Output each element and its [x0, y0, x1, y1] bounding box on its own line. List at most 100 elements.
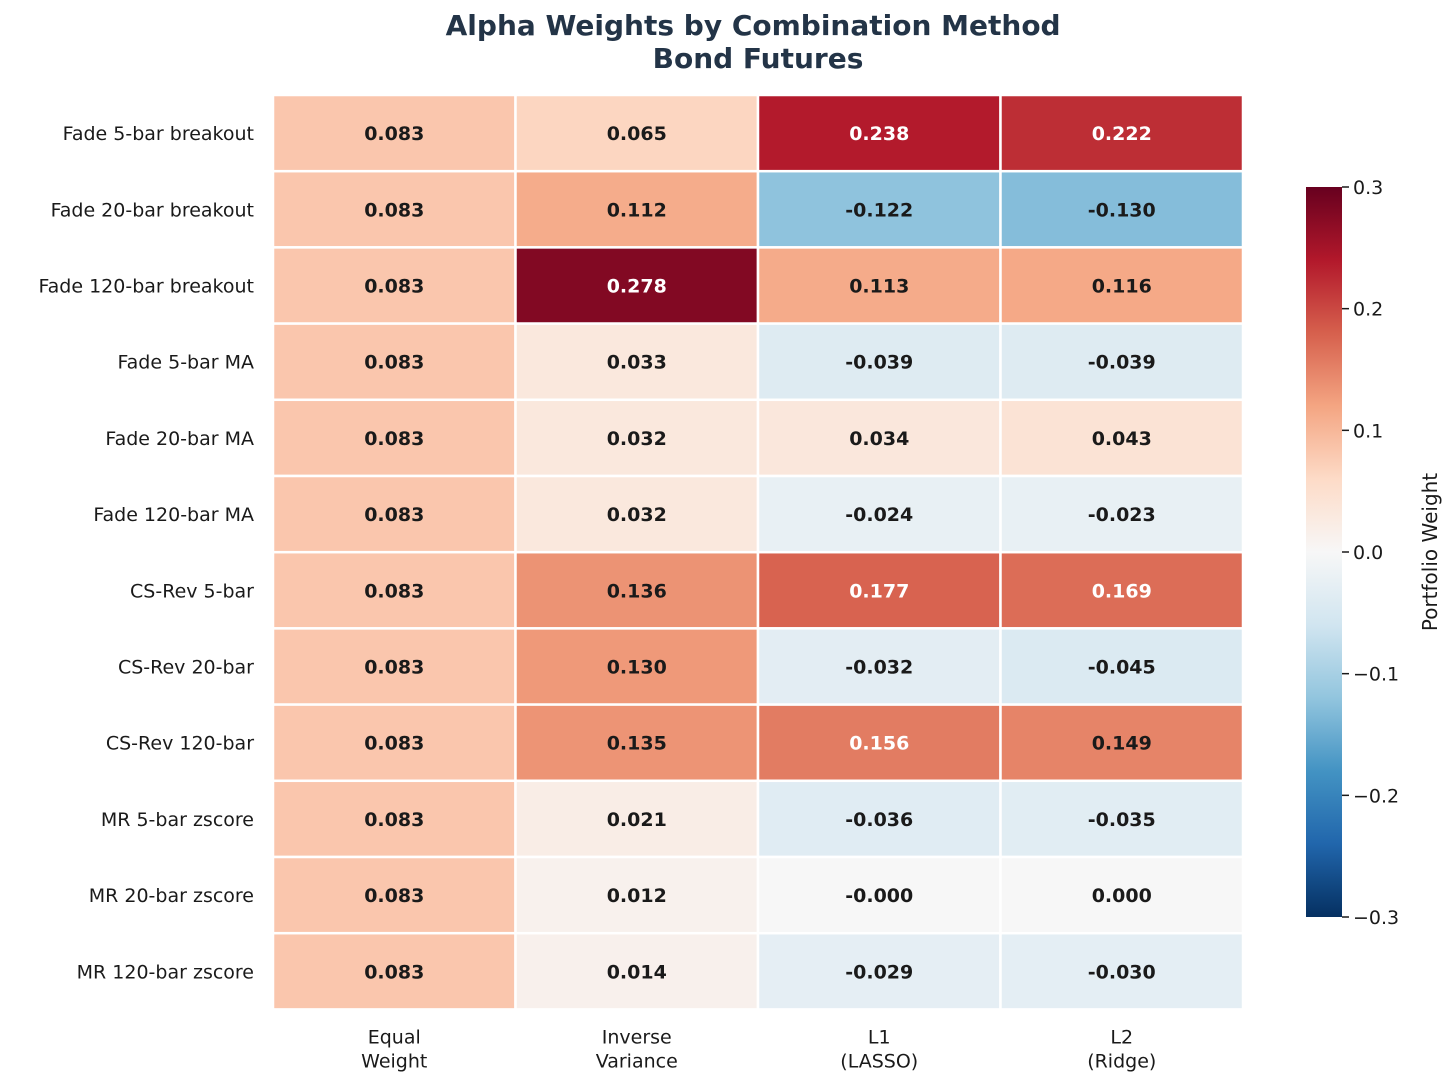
heatmap-cell	[514, 855, 760, 935]
heatmap-cell	[999, 931, 1245, 1011]
heatmap-cell	[756, 931, 1002, 1011]
cell-value-label: -0.036	[845, 809, 913, 831]
cell-value-label: -0.039	[1088, 352, 1156, 374]
cell-value-label: 0.083	[364, 580, 424, 602]
cell-value-label: 0.169	[1092, 580, 1152, 602]
cell-value-label: 0.130	[607, 657, 667, 679]
heatmap-cell	[999, 779, 1245, 859]
cell-value-label: -0.023	[1088, 504, 1156, 526]
cell-value-label: -0.122	[845, 199, 913, 221]
heatmap-cell	[271, 93, 517, 173]
cell-value-label: 0.135	[607, 733, 667, 755]
cell-value-label: 0.083	[364, 961, 424, 983]
cell-value-label: 0.278	[607, 276, 667, 298]
colorbar-tick-label: 0.3	[1353, 177, 1383, 199]
cell-value-label: 0.112	[607, 199, 667, 221]
cell-value-label: 0.083	[364, 428, 424, 450]
colorbar-tick-label: −0.2	[1353, 785, 1399, 807]
heatmap-cell	[756, 627, 1002, 706]
cell-value-label: 0.083	[364, 733, 424, 755]
chart-title-line-1: Alpha Weights by Combination Method	[446, 9, 1061, 42]
row-label: CS-Rev 5-bar	[130, 580, 254, 602]
cell-value-label: 0.065	[607, 123, 667, 145]
heatmap-cell	[756, 474, 1002, 554]
cell-value-label: -0.130	[1088, 199, 1156, 221]
colorbar-tick-label: 0.0	[1353, 542, 1383, 564]
colorbar-tick-label: 0.2	[1353, 299, 1383, 321]
row-labels: Fade 5-bar breakout Fade 20-bar breakout F…	[38, 123, 254, 983]
cell-value-label: 0.156	[849, 733, 909, 755]
heatmap-cell	[514, 931, 760, 1011]
cell-value-label: -0.035	[1088, 809, 1156, 831]
heatmap-cell	[514, 93, 760, 173]
heatmap-cell	[999, 322, 1245, 402]
cell-value-label: 0.083	[364, 504, 424, 526]
heatmap-cell	[999, 474, 1245, 554]
column-label: L2 (Ridge)	[1087, 1026, 1156, 1072]
cell-value-label: 0.083	[364, 657, 424, 679]
heatmap-cell	[514, 246, 760, 325]
heatmap-cell	[999, 93, 1245, 173]
heatmap-cell	[756, 93, 1002, 173]
cell-value-label: 0.083	[364, 276, 424, 298]
heatmap-cell	[514, 169, 760, 249]
cell-value-label: 0.012	[607, 885, 667, 907]
column-labels: Equal Weight Inverse Variance L1 (LASSO) L2 (Ri…	[361, 1026, 1156, 1072]
cell-value-label: 0.116	[1092, 276, 1152, 298]
heatmap-cell	[999, 398, 1245, 478]
colorbar-ticks: 0.3 0.2 0.1 0.0 −0.1 −0.2 −0.3	[1342, 177, 1399, 929]
colorbar: 0.3 0.2 0.1 0.0 −0.1 −0.2 −0.3 Portfolio Weigh…	[1306, 177, 1442, 929]
cell-value-label: 0.222	[1092, 123, 1152, 145]
cell-value-label: 0.083	[364, 123, 424, 145]
cell-value-label: -0.039	[845, 352, 913, 374]
row-label: CS-Rev 20-bar	[118, 657, 254, 679]
heatmap-cell	[756, 855, 1002, 935]
cell-value-label: -0.029	[845, 961, 913, 983]
cell-value-label: 0.083	[364, 809, 424, 831]
heatmap-cell	[271, 398, 517, 478]
heatmap-cell	[514, 398, 760, 478]
column-label: L1 (LASSO)	[840, 1026, 918, 1072]
cell-value-label: -0.032	[845, 657, 913, 679]
cell-value-label: -0.000	[845, 885, 913, 907]
heatmap-cell	[999, 169, 1245, 249]
row-label: CS-Rev 120-bar	[106, 733, 254, 755]
heatmap-cell	[756, 398, 1002, 478]
colorbar-tick-label: −0.1	[1353, 664, 1399, 686]
row-label: Fade 5-bar breakout	[63, 123, 254, 145]
cell-value-label: 0.149	[1092, 733, 1152, 755]
heatmap-cell	[756, 779, 1002, 859]
cell-value-label: 0.136	[607, 580, 667, 602]
cell-value-label: 0.113	[849, 276, 909, 298]
heatmap-cell	[999, 855, 1245, 935]
row-label: Fade 20-bar MA	[105, 428, 254, 450]
row-label: Fade 20-bar breakout	[51, 199, 254, 221]
cell-value-label: 0.032	[607, 504, 667, 526]
heatmap-cell	[514, 322, 760, 402]
heatmap-cell	[999, 550, 1245, 630]
colorbar-tick-label: −0.3	[1353, 907, 1399, 929]
heatmap-cell	[999, 703, 1245, 783]
column-label: Inverse Variance	[596, 1026, 678, 1072]
heatmap-cell	[271, 779, 517, 859]
row-label: MR 20-bar zscore	[89, 885, 254, 907]
heatmap-cell	[999, 246, 1245, 325]
chart-title-line-2: Bond Futures	[653, 42, 864, 75]
row-label: MR 120-bar zscore	[77, 961, 254, 983]
heatmap-cell	[271, 627, 517, 706]
cell-value-label: 0.177	[849, 580, 909, 602]
cell-value-label: 0.238	[849, 123, 909, 145]
row-label: MR 5-bar zscore	[101, 809, 254, 831]
colorbar-label: Portfolio Weight	[1418, 473, 1442, 631]
row-label: Fade 120-bar breakout	[38, 276, 254, 298]
column-label: Equal Weight	[361, 1026, 427, 1072]
cell-value-label: 0.014	[607, 961, 667, 983]
cell-value-label: 0.034	[849, 428, 909, 450]
cell-value-label: -0.030	[1088, 961, 1156, 983]
heatmap-cells: 0.083 0.065 0.238 0.222 0.083 0.112 -0.122 -0.1…	[271, 93, 1245, 1011]
cell-value-label: 0.083	[364, 885, 424, 907]
colorbar-tick-label: 0.1	[1353, 420, 1383, 442]
cell-value-label: 0.043	[1092, 428, 1152, 450]
cell-value-label: 0.083	[364, 352, 424, 374]
